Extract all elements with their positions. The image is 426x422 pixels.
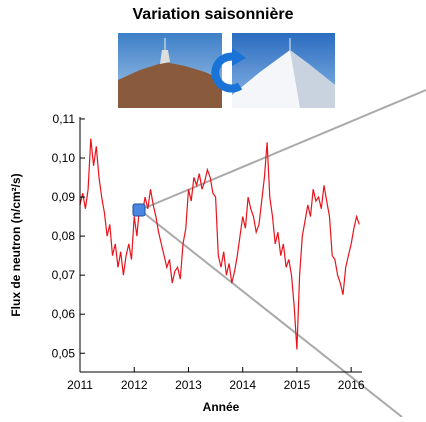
plot [80, 139, 359, 350]
x-tick-label: 2012 [121, 378, 148, 392]
x-tick-label: 2016 [338, 378, 365, 392]
data-line [80, 139, 359, 350]
y-tick-label: 0,08 [52, 229, 76, 243]
y-tick-label: 0,07 [52, 268, 76, 282]
x-tick-label: 2013 [175, 378, 202, 392]
y-tick-label: 0,11 [53, 112, 76, 126]
x-tick-label: 2015 [284, 378, 311, 392]
y-tick-label: 0,10 [52, 151, 76, 165]
photo-summer [118, 33, 222, 108]
chart: Variation saisonnière Flux de neutron (n… [0, 0, 426, 417]
x-tick-label: 2011 [67, 378, 93, 392]
y-tick-label: 0,06 [52, 307, 76, 321]
x-axis-label: Année [203, 400, 240, 414]
location-marker [133, 204, 145, 216]
y-axis-label: Flux de neutron (n/cm²/s) [9, 173, 23, 316]
photo-winter [232, 33, 335, 108]
y-tick-label: 0,09 [52, 190, 76, 204]
x-tick-label: 2014 [229, 378, 256, 392]
y-tick-label: 0,05 [52, 346, 76, 360]
chart-title: Variation saisonnière [133, 6, 294, 23]
